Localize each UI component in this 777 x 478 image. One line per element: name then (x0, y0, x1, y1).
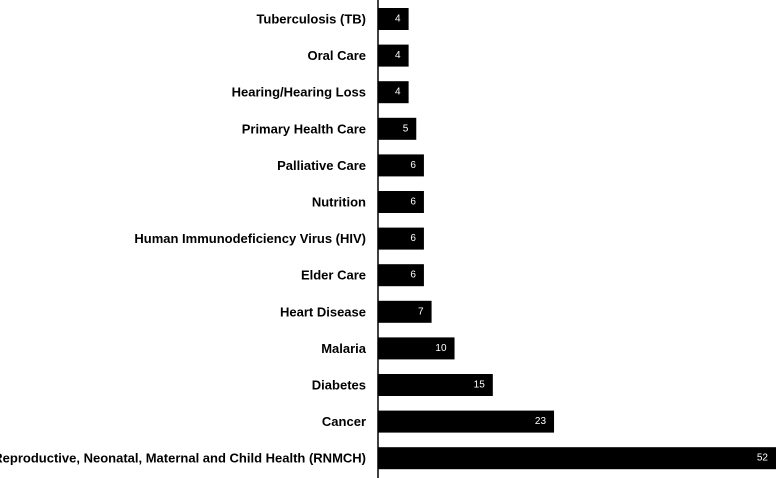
data-label: 6 (410, 270, 416, 281)
data-label: 4 (395, 50, 401, 61)
data-label: 5 (403, 123, 409, 134)
bar (378, 8, 409, 30)
data-label: 23 (535, 416, 547, 427)
bar (378, 191, 424, 213)
bar (378, 300, 432, 323)
bars-group (378, 8, 776, 470)
category-label: Oral Care (307, 48, 366, 63)
category-label: Heart Disease (280, 304, 366, 319)
category-label: Reproductive, Neonatal, Maternal and Chi… (0, 451, 366, 466)
category-label: Palliative Care (277, 158, 366, 173)
data-label: 52 (757, 453, 769, 464)
category-label: Nutrition (312, 195, 366, 210)
category-label: Tuberculosis (TB) (256, 12, 366, 27)
category-label: Hearing/Hearing Loss (232, 85, 366, 100)
data-label: 7 (418, 306, 424, 317)
bar (378, 81, 409, 104)
data-label: 10 (435, 343, 447, 354)
bar (378, 374, 493, 396)
bar (378, 264, 424, 287)
bar (378, 117, 417, 140)
data-label: 6 (410, 160, 416, 171)
category-label: Cancer (322, 414, 366, 429)
category-label: Human Immunodeficiency Virus (HIV) (134, 231, 366, 246)
category-label: Elder Care (301, 268, 366, 283)
category-label: Diabetes (312, 378, 366, 393)
category-label: Malaria (321, 341, 367, 356)
bar (378, 337, 455, 360)
data-label: 4 (395, 87, 401, 98)
bar (378, 44, 409, 67)
category-labels-group: Tuberculosis (TB) Oral Care Hearing/Hearin… (0, 12, 367, 466)
bar (378, 410, 555, 433)
bar (378, 154, 424, 177)
value-labels-group: 4 4 4 5 6 6 6 6 7 10 15 23 52 (395, 14, 768, 464)
data-label: 4 (395, 14, 401, 25)
data-label: 6 (410, 197, 416, 208)
bar (378, 447, 776, 470)
category-label: Primary Health Care (242, 121, 366, 136)
data-label: 6 (410, 233, 416, 244)
data-label: 15 (474, 380, 486, 391)
bar (378, 227, 424, 250)
